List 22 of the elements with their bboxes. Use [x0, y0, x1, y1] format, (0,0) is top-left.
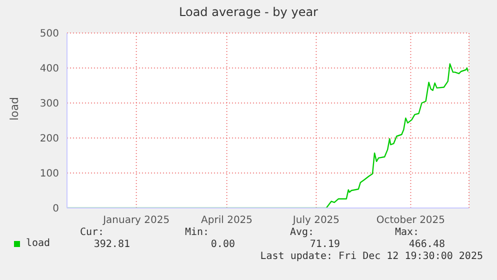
x-tick-label: July 2025: [292, 215, 340, 226]
x-tick-label: January 2025: [102, 215, 170, 226]
text: 392.81: [92, 239, 130, 250]
y-tick-label: 100: [40, 168, 59, 180]
text: Last update: Fri Dec 12 19:30:00 2025: [260, 251, 483, 262]
chart-title: Load average - by year: [178, 5, 319, 19]
y-tick-label: 200: [40, 134, 59, 145]
text: 0.00: [210, 239, 235, 250]
legend-label: load: [26, 238, 50, 249]
y-tick-label: 300: [40, 98, 59, 110]
y-tick-label: 0: [52, 204, 59, 215]
y-tick-label: 400: [40, 64, 59, 75]
text: Max:: [395, 227, 420, 238]
text: 466.48: [408, 239, 445, 250]
y-axis-title: load: [8, 96, 21, 120]
text: Cur:: [80, 227, 106, 238]
x-tick-label: April 2025: [201, 215, 253, 226]
x-tick-label: October 2025: [376, 215, 446, 226]
text: 71.19: [308, 239, 340, 250]
text: Avg:: [290, 227, 316, 238]
text: Min:: [185, 227, 210, 238]
y-tick-label: 500: [40, 28, 59, 40]
